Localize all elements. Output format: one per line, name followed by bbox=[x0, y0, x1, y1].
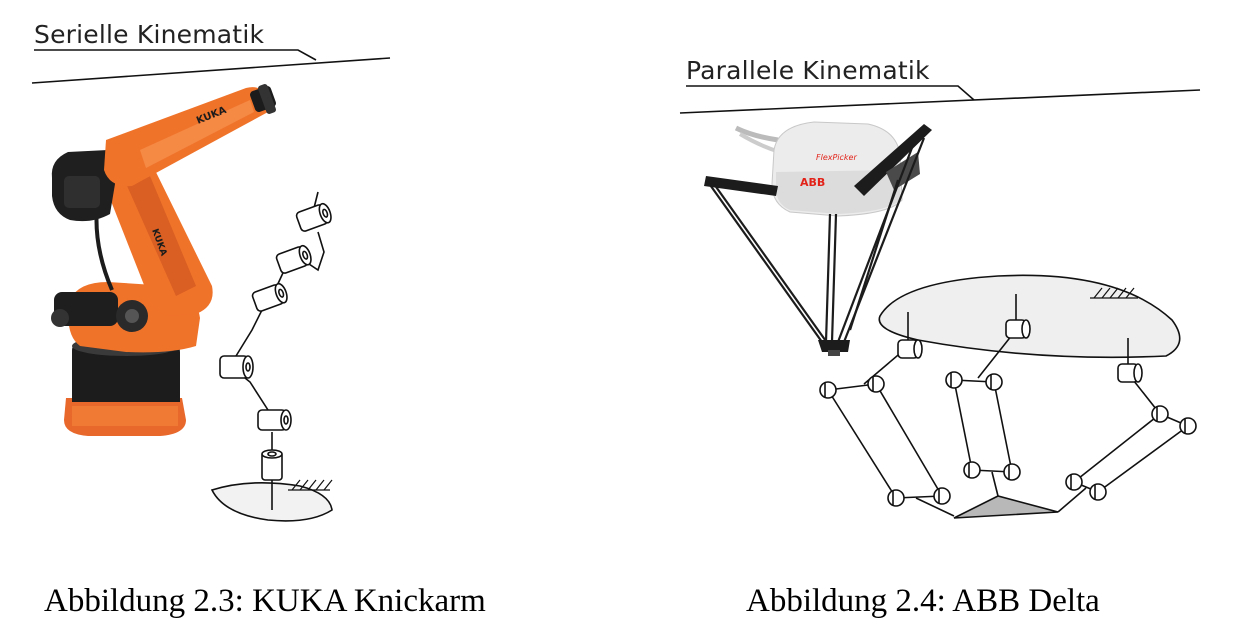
delta-base-joint-left bbox=[897, 339, 923, 359]
heading-serial-kinematics: Serielle Kinematik bbox=[34, 20, 265, 49]
abb-delta-robot-image: ABB FlexPicker bbox=[704, 121, 932, 356]
serial-chain-schematic bbox=[210, 191, 333, 522]
delta-base-plate bbox=[878, 274, 1181, 359]
panel-parallel-kinematics: Parallele Kinematik ABB FlexPicker bbox=[618, 0, 1236, 632]
delta-base-joint-right bbox=[1117, 363, 1143, 383]
joint-1 bbox=[261, 449, 283, 481]
kuka-robot-image: KUKA KUKA bbox=[51, 84, 276, 436]
joint-6 bbox=[295, 202, 332, 232]
caption-figure-2-4: Abbildung 2.4: ABB Delta bbox=[746, 583, 1100, 619]
heading-underline bbox=[31, 49, 391, 84]
ground-hatching bbox=[288, 479, 333, 491]
joint-2 bbox=[257, 409, 292, 431]
flexpicker-logo-text: FlexPicker bbox=[816, 153, 857, 162]
joint-4 bbox=[251, 282, 288, 312]
caption-figure-2-3: Abbildung 2.3: KUKA Knickarm bbox=[44, 583, 486, 619]
joint-3 bbox=[219, 355, 254, 379]
abb-logo-text: ABB bbox=[800, 176, 825, 189]
heading-parallel-kinematics: Parallele Kinematik bbox=[686, 56, 930, 85]
joint-5 bbox=[275, 244, 312, 274]
delta-schematic bbox=[819, 274, 1197, 519]
serial-kinematics-figure: KUKA KUKA bbox=[31, 49, 391, 522]
ground-hatching bbox=[1090, 287, 1138, 299]
delta-end-effector bbox=[953, 495, 1059, 519]
delta-base-joint-middle bbox=[1005, 319, 1031, 339]
heading-underline bbox=[679, 85, 1201, 114]
parallel-kinematics-figure: ABB FlexPicker bbox=[679, 85, 1201, 519]
panel-serial-kinematics: Serielle Kinematik bbox=[31, 20, 486, 619]
delta-spherical-joints bbox=[819, 371, 1197, 507]
